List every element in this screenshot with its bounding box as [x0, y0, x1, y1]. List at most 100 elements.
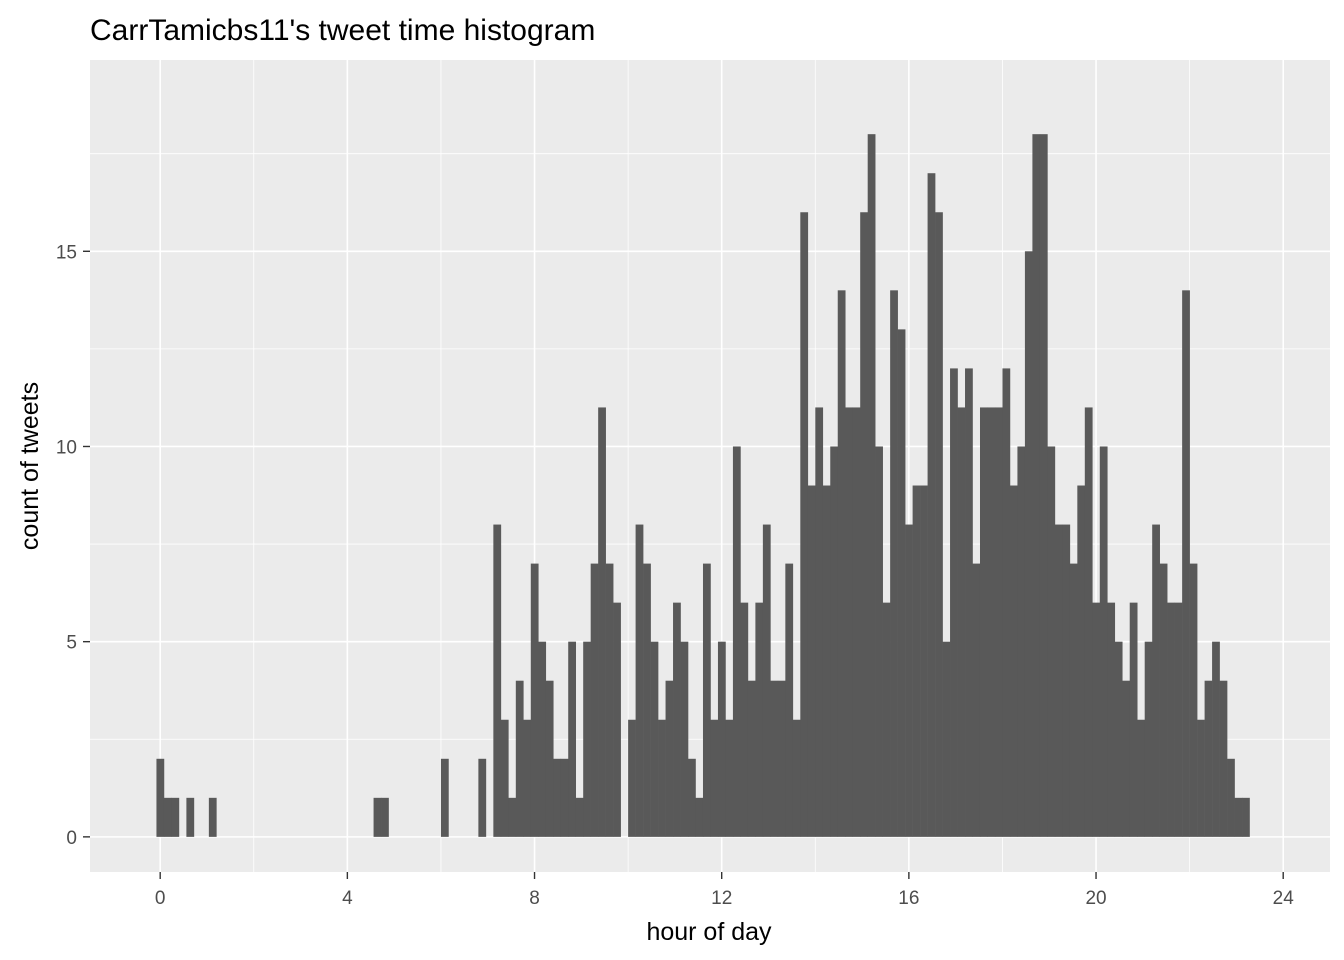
histogram-bar: [725, 719, 734, 837]
histogram-bar: [650, 641, 659, 837]
histogram-bar: [680, 641, 689, 837]
histogram-bar: [208, 797, 217, 837]
histogram-bar: [530, 563, 539, 837]
histogram-bar: [935, 212, 943, 837]
histogram-bar: [1032, 134, 1041, 837]
histogram-bar: [643, 563, 651, 837]
histogram-bar: [1182, 290, 1190, 837]
y-tick-label: 0: [66, 828, 77, 849]
histogram-bar: [807, 485, 816, 837]
histogram-bar: [1039, 134, 1048, 837]
histogram-bar: [538, 641, 547, 837]
histogram-bar: [605, 563, 614, 837]
histogram-bar: [523, 719, 532, 837]
histogram-bar: [710, 719, 719, 837]
histogram-bar: [440, 758, 449, 837]
x-axis-title: hour of day: [646, 918, 772, 946]
histogram-bar: [695, 797, 704, 837]
x-tick-label: 20: [1085, 888, 1106, 909]
histogram-bar: [830, 446, 839, 837]
histogram-bar: [1099, 446, 1108, 837]
histogram-bar: [957, 407, 966, 837]
x-tick-label: 8: [529, 888, 540, 909]
histogram-bar: [882, 602, 891, 837]
y-tick-label: 5: [66, 633, 77, 654]
histogram-bar: [673, 602, 681, 837]
histogram-bar: [598, 407, 606, 837]
histogram-bar: [702, 563, 711, 837]
histogram-bar: [560, 758, 569, 837]
histogram-bar: [1212, 641, 1220, 837]
y-tick-label: 10: [56, 437, 77, 458]
histogram-bar: [867, 134, 876, 837]
histogram-bar: [740, 602, 749, 837]
histogram-bar: [1024, 251, 1033, 837]
histogram-bar: [1167, 602, 1175, 837]
histogram-bar: [1174, 602, 1183, 837]
histogram-bar: [792, 719, 801, 837]
histogram-bar: [1144, 641, 1153, 837]
histogram-bar: [1227, 758, 1235, 837]
histogram-bar: [762, 524, 771, 837]
histogram-bar: [171, 797, 180, 837]
histogram-bar: [905, 524, 913, 837]
histogram-bar: [665, 680, 674, 837]
histogram-bar: [628, 719, 636, 837]
histogram-bar: [156, 758, 165, 837]
y-axis-title: count of tweets: [16, 382, 44, 550]
histogram-bar: [1152, 524, 1160, 837]
histogram-bar: [186, 797, 195, 837]
histogram-bar: [575, 797, 584, 837]
histogram-bar: [1159, 563, 1168, 837]
histogram-bar: [777, 680, 786, 837]
histogram-bar: [500, 719, 509, 837]
histogram-bar: [972, 563, 981, 837]
histogram-bar: [987, 407, 996, 837]
histogram-bar: [860, 212, 868, 837]
x-axis: 0 4 8 12 16 20 24: [155, 872, 1294, 909]
histogram-bar: [1047, 446, 1056, 837]
histogram-bar: [658, 719, 666, 837]
histogram-bar: [1077, 485, 1086, 837]
histogram-bar: [994, 407, 1003, 837]
histogram-bar: [1092, 602, 1101, 837]
histogram-bar: [1069, 563, 1078, 837]
histogram-bar: [837, 290, 846, 837]
histogram-bar: [1122, 680, 1131, 837]
x-tick-label: 4: [342, 888, 353, 909]
histogram-bar: [1084, 407, 1093, 837]
histogram-bar: [635, 524, 644, 837]
y-tick-label: 15: [56, 242, 77, 263]
histogram-bar: [1197, 719, 1205, 837]
histogram-bar: [1107, 602, 1116, 837]
histogram-bar: [822, 485, 831, 837]
histogram-bar: [845, 407, 854, 837]
histogram-bar: [688, 758, 696, 837]
histogram-bar: [1009, 485, 1018, 837]
histogram-bar: [478, 758, 487, 837]
histogram-bar: [875, 446, 883, 837]
histogram-bar: [770, 680, 779, 837]
histogram-bar: [1234, 797, 1243, 837]
histogram-bar: [920, 485, 928, 837]
x-tick-label: 24: [1273, 888, 1295, 909]
histogram-bar: [1114, 641, 1123, 837]
histogram-bar: [979, 407, 988, 837]
histogram-bar: [717, 641, 726, 837]
histogram-bar: [1137, 719, 1146, 837]
histogram-bar: [1002, 368, 1011, 837]
histogram-bar: [897, 329, 906, 837]
chart-title: CarrTamicbs11's tweet time histogram: [90, 14, 595, 47]
y-axis: 0 5 10 15: [56, 242, 90, 849]
histogram-bar: [755, 602, 764, 837]
histogram-bar: [381, 797, 389, 837]
histogram-bar: [1129, 602, 1138, 837]
histogram-bar: [800, 212, 809, 837]
histogram-bar: [583, 641, 591, 837]
histogram-bar: [590, 563, 599, 837]
histogram-bar: [912, 485, 921, 837]
histogram-bar: [493, 524, 502, 837]
histogram-bar: [1054, 524, 1063, 837]
histogram-bar: [815, 407, 824, 837]
